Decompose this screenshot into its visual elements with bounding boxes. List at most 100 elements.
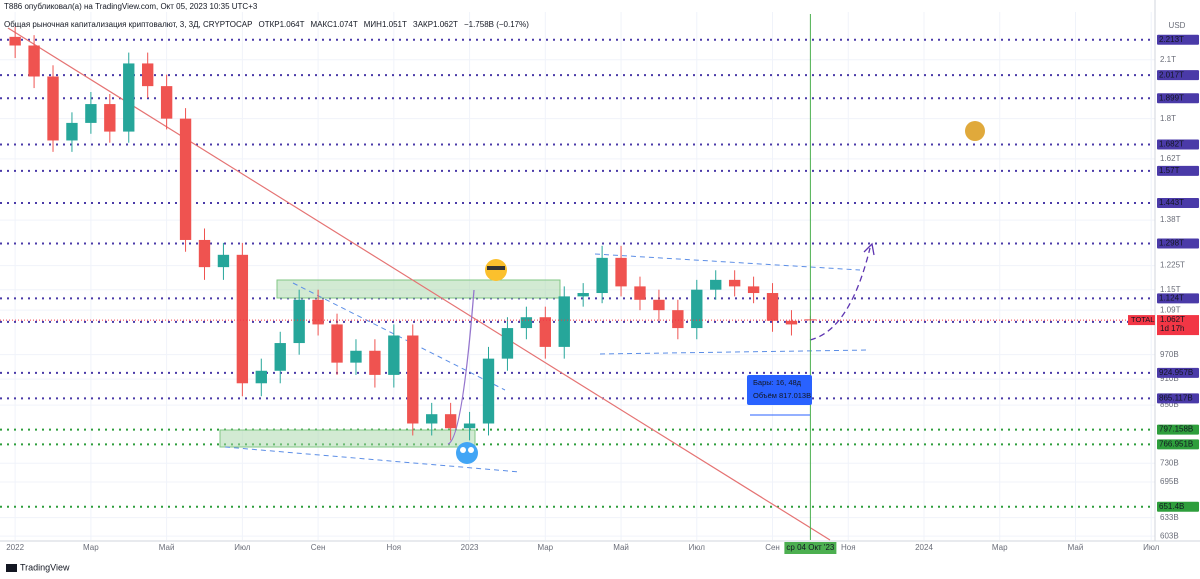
y-tick-label: 1.38T [1160, 215, 1181, 224]
candle-body [274, 343, 286, 371]
candle-body [142, 63, 154, 87]
y-tick-label: 633B [1160, 513, 1179, 522]
candle-body [444, 414, 457, 429]
candle-body [9, 36, 21, 46]
level-label-box [1157, 139, 1199, 150]
trendline [7, 27, 831, 541]
x-tick-label: 2022 [6, 543, 24, 552]
level-label-box [1157, 238, 1199, 249]
candle-body [160, 86, 173, 119]
x-tick-label: Мар [537, 543, 553, 552]
level-label-box [1157, 501, 1199, 512]
x-tick-label: Мар [83, 543, 99, 552]
measure-bars: Бары: 16, 48д [753, 378, 802, 387]
candle-body [426, 414, 438, 424]
candle-body [350, 350, 362, 363]
candle-body [501, 328, 514, 359]
measure-box [747, 375, 812, 405]
y-tick-label: 1.62T [1160, 154, 1181, 163]
level-label-box [1157, 424, 1199, 435]
header: T886 опубликовал(а) на TradingView.com, … [4, 2, 258, 11]
candle-body [747, 286, 760, 294]
candle-body [653, 299, 665, 311]
level-label-box [1157, 34, 1199, 45]
level-label: 766.951B [1159, 439, 1193, 448]
arrow [809, 247, 871, 341]
level-label-box [1157, 439, 1199, 450]
level-label-box [1157, 165, 1199, 176]
candle-body [293, 299, 305, 344]
level-label-box [1157, 367, 1199, 378]
x-tick-label: Июл [234, 543, 251, 552]
price-name: TOTAL [1131, 315, 1154, 324]
y-tick-label: 1.15T [1160, 285, 1181, 294]
level-label-box [1157, 198, 1199, 209]
price-box [1157, 315, 1199, 336]
level-label-box [1157, 93, 1199, 104]
candle-body [28, 45, 40, 77]
x-tick-label: Май [613, 543, 629, 552]
candle-body [634, 286, 646, 300]
price-countdown: 1d 17h [1160, 324, 1184, 333]
candle-body [179, 118, 192, 240]
footer: TradingView [20, 562, 70, 572]
level-label: 865.117B [1159, 393, 1193, 402]
legend-item: ЗАКР1.062T [413, 20, 458, 29]
trendline [224, 446, 521, 473]
candle-body [539, 317, 551, 347]
measure-volume: Объём 817.013B [753, 391, 811, 400]
level-label: 1.899T [1159, 93, 1184, 102]
y-tick-label: 850B [1160, 400, 1179, 409]
candle-body [331, 324, 343, 363]
legend-item: МАКС1.074T [311, 20, 358, 29]
candle-body [198, 239, 211, 268]
level-label: 2.017T [1159, 70, 1184, 79]
candle-body [217, 254, 230, 268]
level-label: 1.124T [1159, 294, 1184, 303]
y-tick-label: 2.1T [1160, 55, 1176, 64]
x-tick-label: 2023 [461, 543, 479, 552]
candle-body [520, 317, 533, 329]
logo [6, 564, 17, 572]
price-value: 1.062T [1160, 315, 1185, 324]
candle-body [407, 335, 419, 424]
legend-item: МИН1.051T [364, 20, 407, 29]
level-label: 924.957B [1159, 368, 1193, 377]
candle-body [615, 257, 627, 287]
level-label-box [1157, 393, 1199, 404]
y-tick-label: 910B [1160, 374, 1179, 383]
x-tick-label: Июл [1143, 543, 1160, 552]
candle-body [710, 279, 722, 290]
arrow [447, 289, 475, 445]
x-tick-label: Сен [311, 543, 326, 552]
y-tick-label: 1.8T [1160, 114, 1176, 123]
candle-body [672, 310, 684, 329]
candle-body [596, 257, 608, 294]
candle-body [463, 423, 476, 429]
legend-item: −1.758B (−0.17%) [464, 20, 529, 29]
candle-body [85, 104, 97, 123]
cursor-label: ср 04 Окт '23 [786, 543, 834, 552]
candle-body [369, 350, 381, 375]
candle-body [766, 293, 779, 321]
candle-body [482, 358, 495, 424]
level-label: 651.4B [1159, 502, 1184, 511]
price-name-box [1128, 315, 1155, 326]
candle-body [691, 289, 703, 329]
level-label: 1.298T [1159, 239, 1184, 248]
x-tick-label: Мар [992, 543, 1008, 552]
candle-body [66, 122, 78, 141]
x-tick-label: 2024 [915, 543, 933, 552]
zone [219, 429, 476, 448]
x-tick-label: Май [1068, 543, 1084, 552]
candle-body [236, 254, 249, 384]
x-tick-label: Июл [689, 543, 706, 552]
candle-body [577, 293, 589, 297]
x-tick-label: Ноя [387, 543, 402, 552]
x-tick-label: Май [159, 543, 175, 552]
candle-body [123, 63, 135, 132]
emoji [460, 447, 466, 453]
candle-body [388, 335, 400, 375]
candle-body [312, 299, 324, 325]
